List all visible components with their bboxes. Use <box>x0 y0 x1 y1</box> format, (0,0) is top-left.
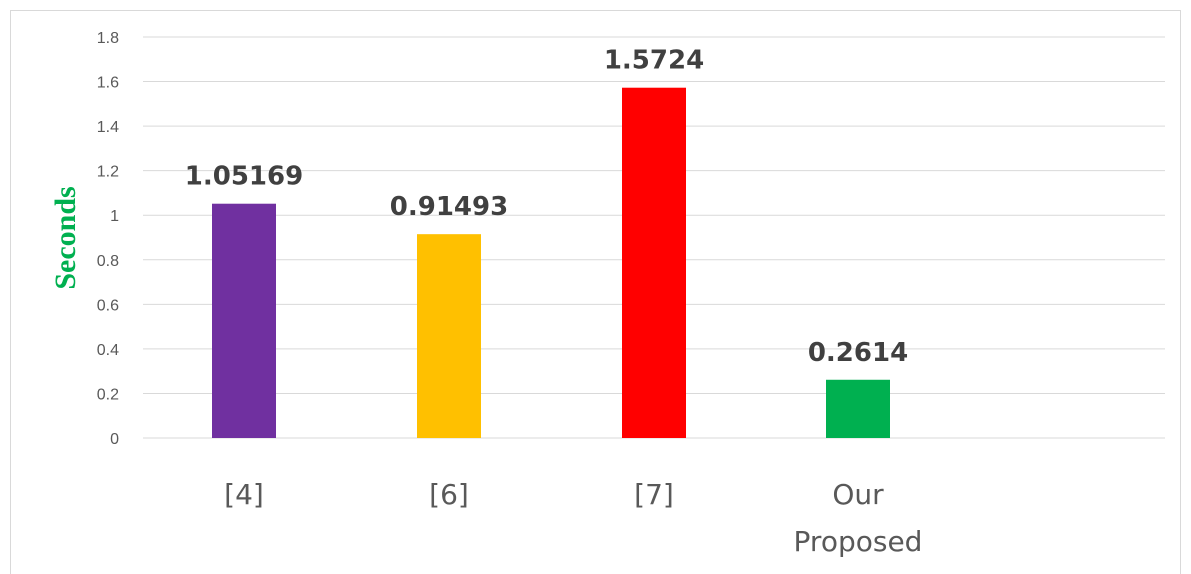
x-axis-ticks: [4] [6] [7] Our Proposed <box>224 478 922 558</box>
data-label: 1.5724 <box>604 46 704 76</box>
y-tick-label: 0 <box>110 431 119 448</box>
y-tick-label: 0.6 <box>97 297 119 314</box>
y-tick-label: 1.2 <box>97 164 119 181</box>
y-tick-label: 1.6 <box>97 75 119 92</box>
data-label: 0.2614 <box>808 338 908 368</box>
x-tick-label: Our Proposed <box>794 478 923 558</box>
bar <box>622 87 686 438</box>
x-tick-label: [7] <box>634 478 674 511</box>
bar <box>417 234 481 438</box>
x-tick-label: [6] <box>429 478 469 511</box>
y-tick-label: 0.2 <box>97 386 119 403</box>
bar <box>826 379 890 438</box>
y-axis-ticks: 0 0.2 0.4 0.6 0.8 1 1.2 1.4 1.6 1.8 <box>97 30 119 448</box>
y-tick-label: 0.8 <box>97 253 119 270</box>
y-tick-label: 1 <box>110 208 119 225</box>
bar <box>212 203 276 438</box>
y-tick-label: 0.4 <box>97 342 119 359</box>
data-labels: 1.05169 0.91493 1.5724 0.2614 <box>185 46 908 368</box>
y-tick-label: 1.4 <box>97 119 119 136</box>
chart-frame <box>10 10 1181 574</box>
y-tick-label: 1.8 <box>97 30 119 47</box>
y-axis-label: Seconds <box>49 186 82 289</box>
data-label: 1.05169 <box>185 162 303 192</box>
data-label: 0.91493 <box>390 192 508 222</box>
x-tick-label: [4] <box>224 478 264 511</box>
bars <box>212 87 890 438</box>
